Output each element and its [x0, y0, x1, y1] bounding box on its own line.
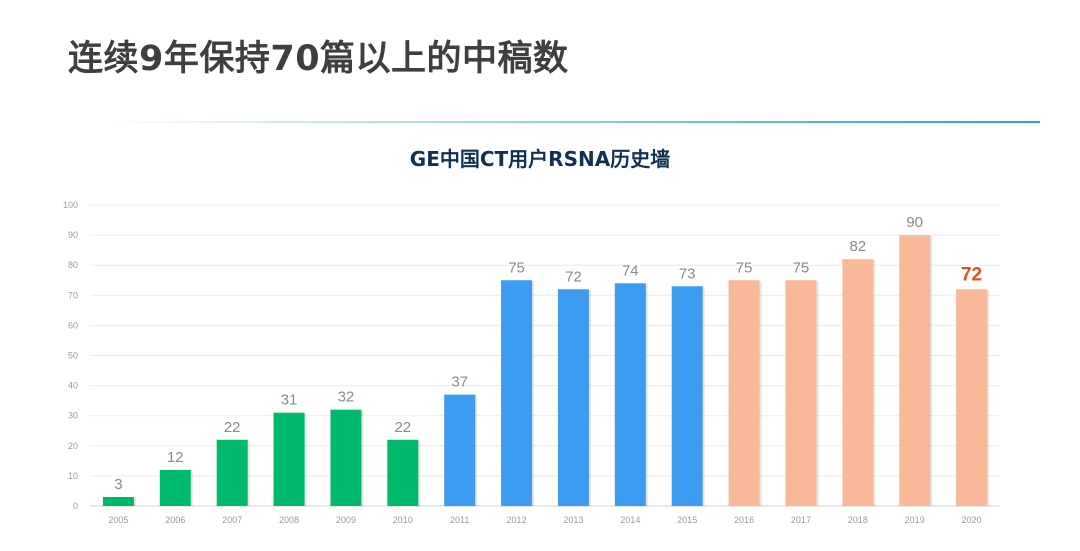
x-tick-label: 2012 — [507, 515, 527, 525]
bars — [102, 235, 990, 506]
title-divider — [110, 121, 1040, 123]
y-tick-label: 10 — [68, 471, 78, 481]
y-tick-label: 0 — [73, 501, 78, 511]
x-tick-label: 2011 — [450, 515, 469, 525]
data-label: 82 — [849, 238, 866, 255]
x-tick-label: 2019 — [905, 515, 925, 525]
y-tick-label: 60 — [68, 320, 78, 330]
bar — [501, 280, 533, 506]
y-tick-label: 40 — [68, 381, 78, 391]
y-tick-label: 90 — [68, 230, 78, 240]
x-tick-label: 2009 — [336, 515, 356, 525]
y-tick-label: 30 — [68, 411, 78, 421]
data-labels: 3 12 22 31 32 22 37 75 72 74 73 75 75 82 90 72 — [114, 214, 982, 493]
slide-title: 连续9年保持70篇以上的中稿数 — [68, 39, 569, 79]
data-label: 32 — [338, 389, 355, 406]
bar — [785, 280, 817, 506]
y-axis: 0 10 20 30 40 50 60 70 80 90 100 — [63, 200, 78, 511]
x-axis: 2005 2006 2007 2008 2009 2010 2011 2012 2013 2014… — [108, 515, 981, 525]
data-label: 37 — [451, 374, 468, 391]
data-label: 22 — [224, 419, 241, 436]
data-label: 73 — [679, 265, 696, 282]
bar — [159, 469, 191, 506]
x-tick-label: 2020 — [962, 515, 982, 525]
bar — [728, 280, 760, 506]
data-label: 75 — [508, 259, 525, 276]
y-tick-label: 20 — [68, 441, 78, 451]
data-label: 22 — [394, 419, 411, 436]
x-tick-label: 2016 — [734, 515, 754, 525]
x-tick-label: 2017 — [791, 515, 811, 525]
x-tick-label: 2005 — [108, 515, 128, 525]
bar — [671, 286, 703, 506]
data-label: 72 — [565, 268, 582, 285]
bar — [102, 496, 134, 506]
x-tick-label: 2015 — [677, 515, 697, 525]
bar — [273, 412, 305, 506]
data-label: 75 — [793, 259, 810, 276]
y-tick-label: 100 — [63, 200, 78, 210]
bar — [614, 283, 646, 506]
y-tick-label: 70 — [68, 290, 78, 300]
y-tick-label: 50 — [68, 351, 78, 361]
data-label: 72 — [961, 264, 982, 285]
bar — [842, 259, 874, 506]
x-tick-label: 2006 — [165, 515, 185, 525]
x-tick-label: 2010 — [393, 515, 413, 525]
data-label: 90 — [906, 214, 923, 231]
y-tick-label: 80 — [68, 260, 78, 270]
data-label: 12 — [167, 449, 184, 466]
bar — [216, 439, 248, 506]
data-label: 3 — [114, 476, 122, 493]
bar — [899, 235, 931, 506]
chart-title: GE中国CT用户RSNA历史墙 — [409, 147, 671, 171]
data-label: 74 — [622, 262, 639, 279]
data-label: 75 — [736, 259, 753, 276]
x-tick-label: 2014 — [620, 515, 640, 525]
x-tick-label: 2007 — [222, 515, 242, 525]
data-label: 31 — [281, 392, 298, 409]
bar — [387, 439, 419, 506]
bar — [444, 394, 476, 506]
bar — [557, 289, 589, 506]
x-tick-label: 2018 — [848, 515, 868, 525]
x-tick-label: 2013 — [563, 515, 583, 525]
bar — [330, 409, 362, 506]
bar — [956, 289, 988, 506]
x-tick-label: 2008 — [279, 515, 299, 525]
